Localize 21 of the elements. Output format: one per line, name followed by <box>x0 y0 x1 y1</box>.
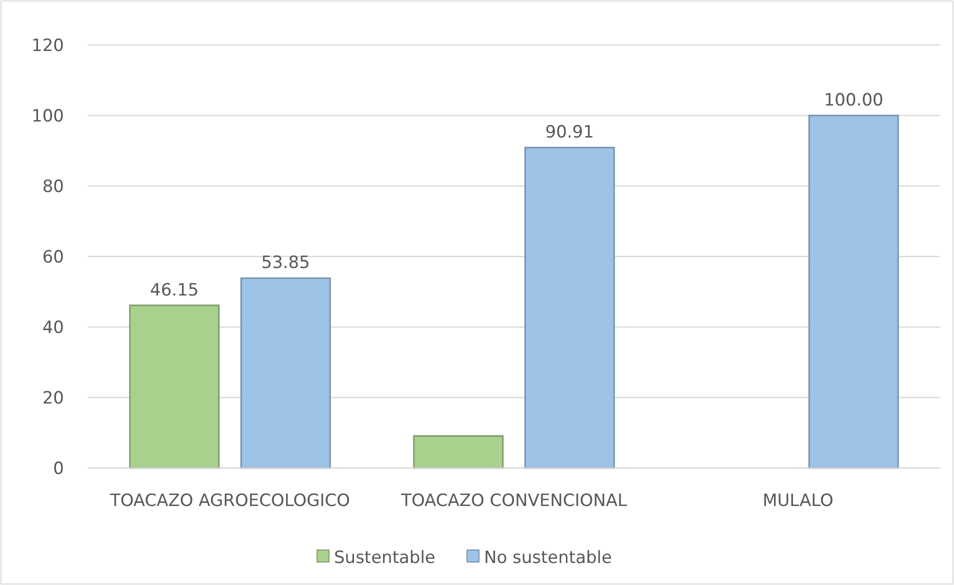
data-label: 90.91 <box>545 122 594 143</box>
bar <box>524 146 615 469</box>
x-tick-label: MULALO <box>762 491 834 511</box>
y-tick-label: 60 <box>42 247 64 268</box>
y-tick-label: 80 <box>42 176 64 197</box>
data-label: 100.00 <box>824 90 884 110</box>
y-tick-label: 40 <box>42 318 64 338</box>
bar <box>240 277 331 469</box>
legend-label: Sustentable <box>334 548 436 568</box>
y-tick-label: 0 <box>53 458 64 479</box>
x-tick-label: TOACAZO AGROECOLOGICO <box>108 491 350 511</box>
y-tick-label: 100 <box>32 106 64 126</box>
data-label: 53.85 <box>261 253 310 274</box>
bar <box>129 304 220 469</box>
bar <box>413 435 504 469</box>
legend-label: No sustentable <box>484 548 612 568</box>
bar <box>808 114 899 469</box>
data-label: 46.15 <box>150 280 199 300</box>
y-tick-label: 120 <box>32 36 64 56</box>
y-tick-label: 20 <box>42 388 64 408</box>
x-tick-label: TOACAZO CONVENCIONAL <box>400 491 628 511</box>
